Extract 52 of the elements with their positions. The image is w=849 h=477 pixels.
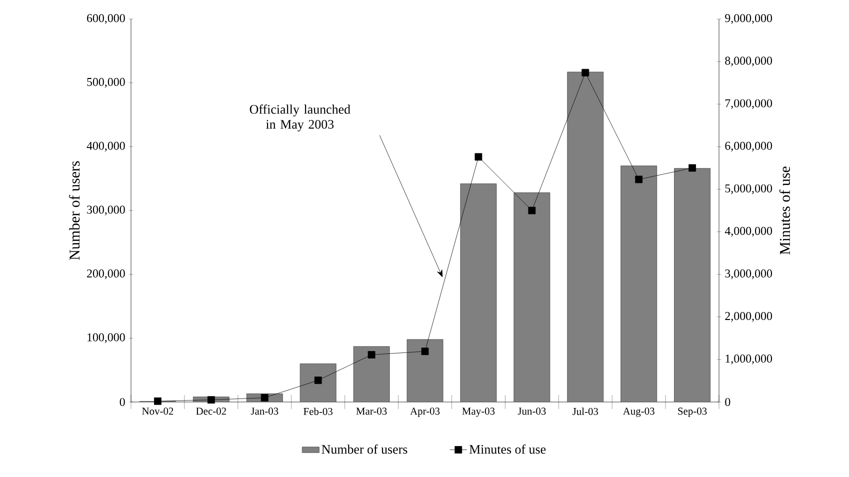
legend-label: Number of users [322, 444, 408, 454]
y-tick-label: 600,000 [87, 14, 125, 24]
y2-axis-title: Minutes of use [779, 166, 790, 254]
point [207, 396, 215, 404]
y-tick-label: 100,000 [88, 333, 125, 344]
y2-tick-label: 3,000,000 [725, 269, 772, 280]
y2-tick-label: 7,000,000 [725, 99, 772, 110]
bar [353, 346, 390, 402]
y-axis-title: Number of users [68, 161, 80, 260]
y2-tick-label: 2,000,000 [725, 312, 772, 322]
y2-tick-label: 9,000,000 [725, 14, 772, 24]
x-tick-label: Aug-03 [622, 408, 654, 417]
y-tick-label: 500,000 [87, 78, 125, 88]
bar [460, 183, 497, 402]
point [421, 348, 429, 356]
point [688, 164, 696, 172]
x-tick-label: May-03 [462, 408, 495, 417]
x-tick-label: Jul-03 [572, 408, 598, 416]
y2-tick-label: 8,000,000 [725, 56, 772, 66]
x-tick-label: Apr-03 [410, 408, 440, 417]
y2-tick-label: 4,000,000 [724, 226, 772, 237]
y-tick-label: 200,000 [87, 269, 125, 280]
point [582, 68, 590, 76]
point [368, 351, 376, 358]
bar [514, 192, 550, 402]
y-tick-label: 300,000 [87, 206, 125, 216]
x-tick-label: Mar-03 [356, 408, 387, 415]
bar [567, 72, 604, 402]
y2-tick-label: 1,000,000 [726, 354, 772, 364]
point [314, 376, 322, 384]
bar [620, 166, 658, 402]
bar [406, 339, 444, 402]
annotation: Officially launched in May 2003 [250, 104, 350, 132]
point [474, 153, 482, 161]
legend-label: Minutes of use [469, 444, 546, 454]
x-tick-label: Feb-03 [304, 408, 332, 416]
x-tick-label: Jan-03 [250, 408, 278, 415]
x-tick-label: Nov-02 [142, 408, 174, 415]
y2-tick-label: 6,000,000 [725, 142, 772, 152]
y2-tick-label: 5,000,000 [725, 184, 772, 194]
bar [674, 168, 710, 402]
x-tick-label: Dec-02 [196, 408, 226, 415]
bar [300, 364, 336, 402]
y-tick-label: 0 [120, 398, 125, 406]
point [635, 176, 643, 184]
point [260, 394, 268, 402]
x-tick-label: Jun-03 [518, 408, 546, 415]
point [528, 206, 536, 214]
x-tick-label: Sep-03 [678, 408, 707, 417]
y2-tick-label: 0 [725, 398, 730, 406]
y-tick-label: 400,000 [86, 142, 125, 152]
point [154, 397, 162, 405]
